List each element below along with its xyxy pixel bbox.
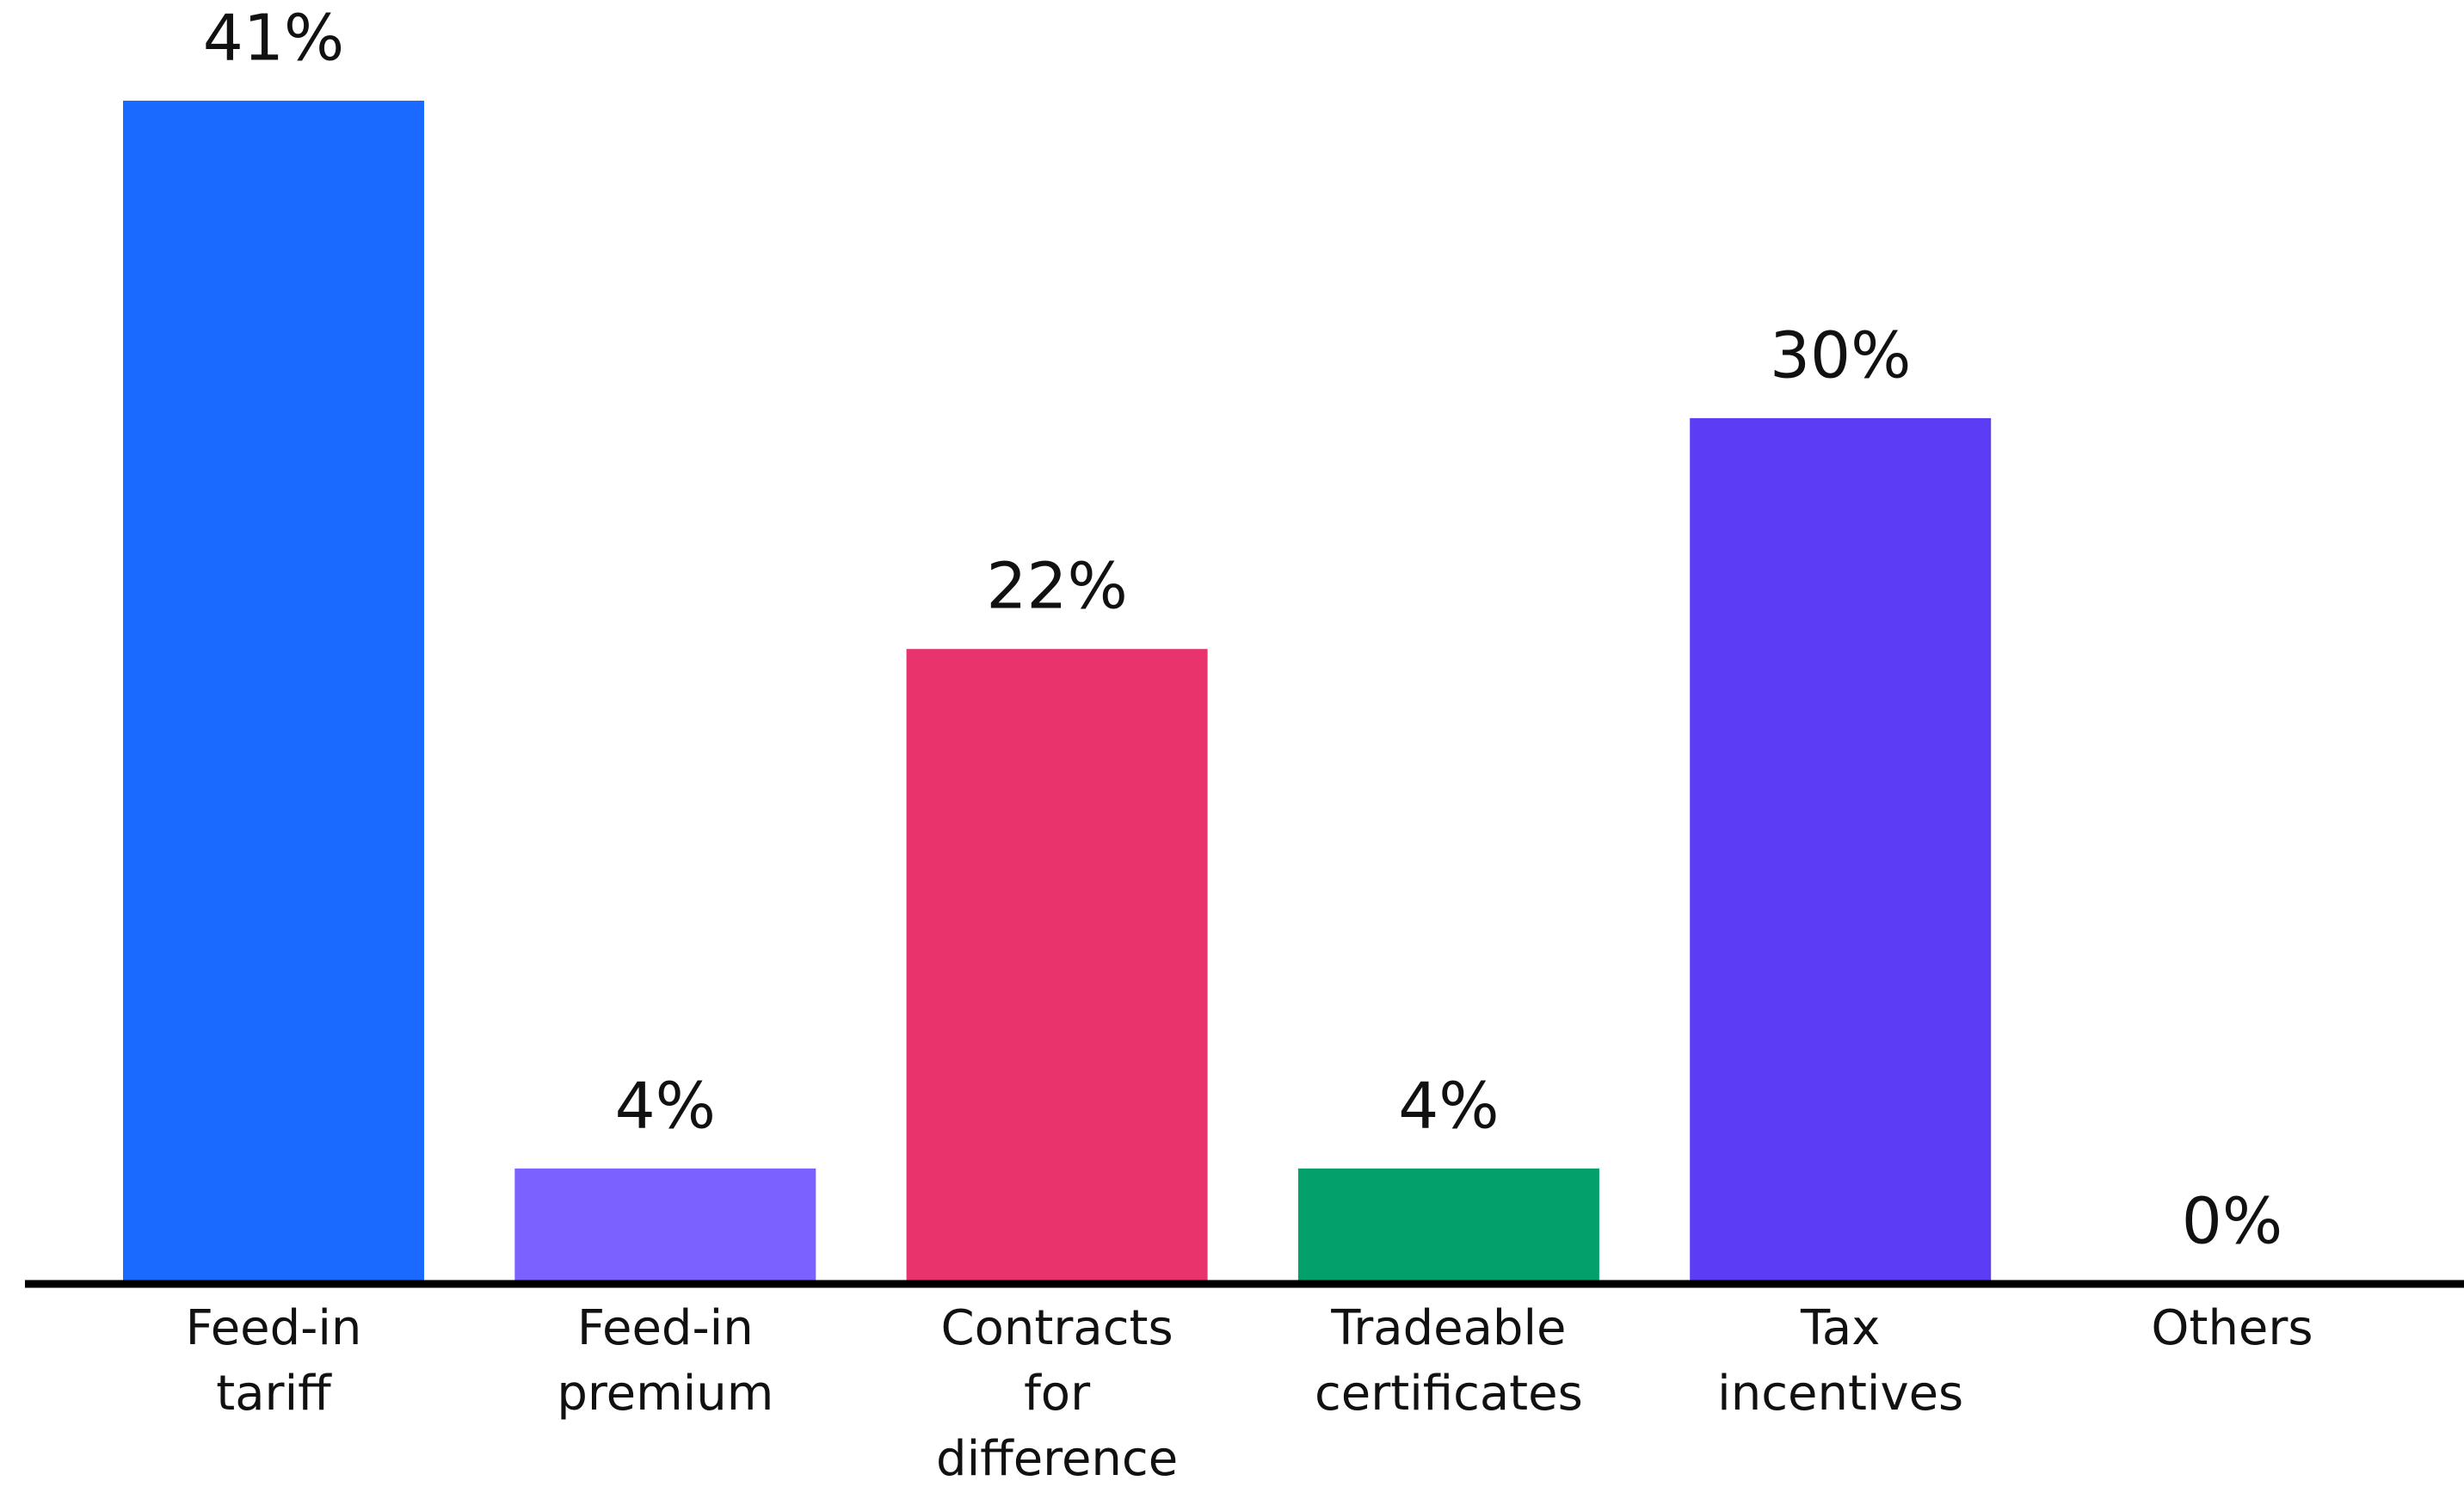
value-label: 30%	[1770, 318, 1911, 392]
x-tick-label-line: difference	[936, 1431, 1178, 1487]
x-tick-label: Tax incentives	[1717, 1300, 1963, 1422]
x-tick-label-line: incentives	[1717, 1366, 1963, 1422]
x-tick-label: Tradeable certificates	[1315, 1300, 1583, 1422]
bar	[906, 649, 1208, 1284]
x-tick-label: Feed-in premium	[557, 1300, 773, 1422]
x-tick-label-line: tariff	[216, 1366, 332, 1422]
bar	[1690, 417, 1992, 1284]
value-label: 22%	[986, 550, 1127, 624]
value-label: 0%	[2182, 1185, 2282, 1259]
x-tick-label-line: Contracts	[941, 1300, 1173, 1356]
x-tick-label: Others	[2151, 1300, 2313, 1356]
x-tick-label-line: premium	[557, 1366, 773, 1422]
x-tick-label-line: Feed-in	[186, 1300, 362, 1356]
x-tick-label-line: Tradeable	[1330, 1300, 1566, 1356]
bar	[123, 101, 424, 1284]
x-tick-label: Feed-in tariff	[186, 1300, 362, 1422]
x-tick-label-line: for	[1024, 1366, 1091, 1422]
value-label: 41%	[203, 2, 344, 76]
x-tick-label-line: Tax	[1800, 1300, 1880, 1356]
value-label: 4%	[615, 1069, 716, 1143]
x-tick-label-line: certificates	[1315, 1366, 1583, 1422]
x-tick-label-line: Feed-in	[577, 1300, 754, 1356]
value-label: 4%	[1398, 1069, 1499, 1143]
x-tick-label-line: Others	[2151, 1300, 2313, 1356]
x-tick-label: Contracts for difference	[936, 1300, 1178, 1487]
bar	[514, 1168, 816, 1284]
bar	[1297, 1168, 1599, 1284]
